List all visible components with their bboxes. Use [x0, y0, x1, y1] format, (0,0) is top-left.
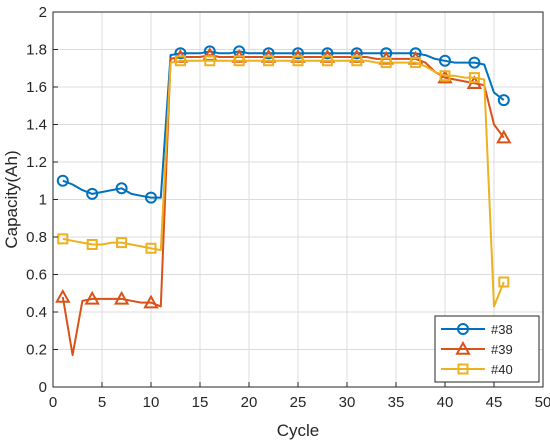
data-point-square [145, 242, 157, 254]
y-axis-label: Capacity(Ah) [2, 150, 21, 248]
data-point-square [321, 55, 333, 67]
x-tick-label: 0 [49, 394, 57, 411]
data-point-square [468, 72, 480, 84]
data-point-triangle [496, 129, 512, 144]
series-line [61, 54, 505, 357]
legend-marker-circle [457, 323, 469, 335]
y-tick-label: 1.2 [26, 154, 47, 171]
data-point-circle [262, 47, 275, 60]
data-point-circle [145, 191, 157, 204]
data-point-triangle [84, 290, 100, 305]
x-tick-label: 50 [535, 394, 550, 411]
series-line [62, 59, 505, 308]
data-point-square [380, 57, 392, 69]
series-line [62, 50, 505, 199]
legend-item: #39 [441, 340, 513, 357]
data-point-triangle [113, 290, 130, 305]
data-point-square [410, 57, 422, 69]
y-tick-label: 0.4 [26, 304, 47, 321]
data-point-circle [56, 174, 69, 187]
x-tick-label: 45 [486, 394, 503, 411]
data-point-square [57, 233, 69, 245]
data-point-circle [468, 56, 481, 69]
data-point-square [292, 55, 304, 67]
data-point-square [439, 70, 451, 82]
data-point-circle [115, 182, 128, 195]
series-1 [56, 45, 510, 204]
data-point-square [498, 276, 510, 288]
data-point-triangle [437, 69, 453, 84]
x-tick-label: 5 [98, 394, 106, 411]
legend: #38 #39 #40 [434, 315, 540, 383]
y-tick-label: 0 [39, 379, 47, 396]
data-point-triangle [143, 294, 159, 309]
legend-item: #40 [441, 362, 513, 377]
y-tick-label: 2 [39, 4, 47, 21]
axis-ticks: 0 5 10 15 20 25 30 35 40 45 50 0 0.2 0.4 0.6 0.8 1 1.2 1.4… [26, 4, 550, 411]
y-tick-label: 0.2 [26, 342, 47, 359]
y-tick-label: 1 [39, 192, 47, 209]
data-point-circle [497, 94, 510, 107]
x-tick-label: 25 [290, 394, 307, 411]
y-tick-label: 0.8 [26, 229, 47, 246]
data-point-circle [321, 47, 334, 60]
x-tick-label: 30 [339, 394, 356, 411]
data-point-circle [292, 47, 304, 60]
data-point-square [233, 55, 245, 67]
data-point-square [204, 55, 216, 67]
y-tick-label: 1.4 [26, 117, 47, 134]
data-point-circle [86, 187, 99, 200]
data-point-square [174, 55, 186, 67]
legend-marker-square [457, 363, 469, 375]
legend-marker-triangle [455, 340, 471, 355]
y-tick-label: 1.8 [26, 42, 47, 59]
legend-label: #39 [491, 342, 513, 357]
legend-item: #38 [441, 322, 513, 337]
series-layer [55, 45, 512, 357]
legend-label: #40 [491, 362, 513, 377]
legend-label: #38 [491, 322, 513, 337]
data-point-circle [350, 47, 363, 60]
y-tick-label: 1.6 [26, 79, 47, 96]
data-point-circle [439, 54, 451, 67]
data-point-square [263, 55, 275, 67]
data-point-square [86, 239, 98, 250]
y-tick-label: 0.6 [26, 267, 47, 284]
data-point-circle [174, 47, 187, 60]
x-tick-label: 10 [143, 394, 160, 411]
x-tick-label: 15 [192, 394, 209, 411]
data-point-square [116, 237, 128, 249]
data-point-square [351, 55, 363, 67]
x-tick-label: 20 [241, 394, 258, 411]
x-tick-label: 35 [388, 394, 405, 411]
data-point-triangle [55, 288, 71, 303]
series-3 [57, 55, 510, 308]
x-tick-label: 40 [437, 394, 454, 411]
x-axis-label: Cycle [277, 421, 320, 440]
